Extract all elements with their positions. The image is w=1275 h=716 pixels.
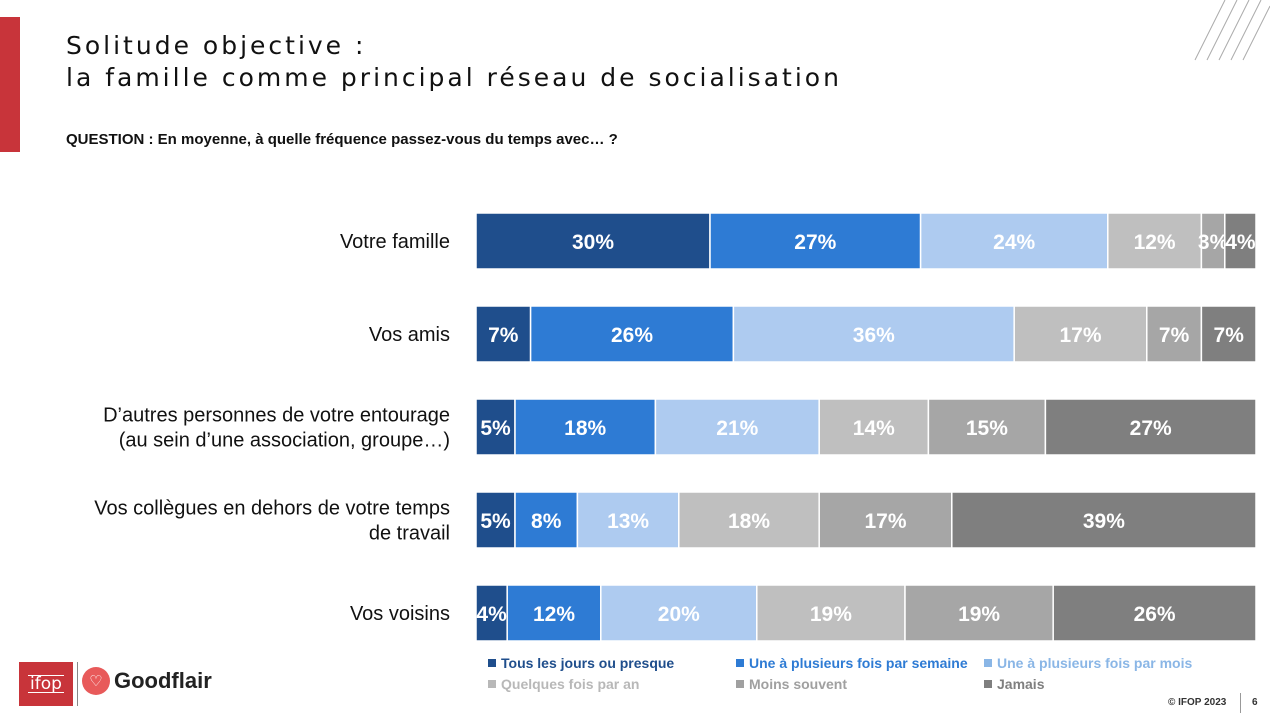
category-label: Vos amis — [369, 324, 450, 346]
data-label: 15% — [966, 417, 1008, 440]
data-label: 7% — [1159, 324, 1190, 347]
data-label: 26% — [1134, 603, 1176, 626]
data-label: 13% — [607, 510, 649, 533]
category-label: de travail — [369, 523, 450, 545]
data-label: 5% — [480, 417, 511, 440]
title-line-1: Solitude objective : — [66, 31, 367, 60]
data-label: 19% — [958, 603, 1000, 626]
logo-divider — [77, 662, 78, 706]
bar-segment — [1146, 305, 1203, 363]
data-label: 30% — [572, 231, 614, 254]
bar-segment — [514, 491, 579, 549]
data-label: 21% — [716, 417, 758, 440]
category-label: Vos collègues en dehors de votre temps — [94, 498, 450, 520]
bar-segment — [475, 398, 516, 456]
legend-item: Quelques fois par an — [488, 676, 639, 692]
copyright: © IFOP 2023 — [1168, 697, 1227, 708]
legend-label: Moins souvent — [749, 676, 848, 692]
data-label: 8% — [531, 510, 562, 533]
bar-segment — [951, 491, 1257, 549]
bar-segment — [1200, 305, 1257, 363]
data-label: 12% — [533, 603, 575, 626]
bar-segment — [475, 305, 532, 363]
category-label: D’autres personnes de votre entourage — [103, 405, 450, 427]
legend-swatch — [488, 659, 496, 667]
bar-segment — [1013, 305, 1148, 363]
data-label: 3% — [1198, 231, 1229, 254]
legend-label: Quelques fois par an — [501, 676, 640, 692]
bar-segment — [506, 584, 602, 642]
data-label: 20% — [658, 603, 700, 626]
legend-item: Jamais — [984, 676, 1044, 692]
bar-segment — [927, 398, 1047, 456]
data-label: 26% — [611, 324, 653, 347]
data-label: 14% — [853, 417, 895, 440]
page-number: 6 — [1252, 697, 1258, 708]
legend-swatch — [736, 659, 744, 667]
data-label: 4% — [1225, 231, 1256, 254]
bar-segment — [756, 584, 906, 642]
data-label: 7% — [1214, 324, 1245, 347]
bar-segment — [1107, 212, 1203, 270]
data-label: 18% — [728, 510, 770, 533]
legend-item: Moins souvent — [736, 676, 847, 692]
bar-segment — [678, 491, 820, 549]
legend-swatch — [488, 680, 496, 688]
category-label: (au sein d’une association, groupe…) — [119, 430, 450, 452]
bar-segment — [654, 398, 820, 456]
legend-label: Une à plusieurs fois par mois — [997, 655, 1193, 671]
ifop-logo: ifop — [19, 662, 73, 706]
legend-label: Jamais — [997, 676, 1045, 692]
bar-segment — [514, 398, 657, 456]
category-label: Vos voisins — [350, 603, 450, 625]
legend-item: Tous les jours ou presque — [488, 655, 674, 671]
ifop-logo-text: ifop — [28, 674, 64, 694]
data-label: 36% — [853, 324, 895, 347]
goodflair-logo-text: Goodflair — [114, 668, 212, 693]
bar-segment — [475, 491, 516, 549]
legend-swatch — [984, 680, 992, 688]
legend-label: Une à plusieurs fois par semaine — [749, 655, 968, 671]
category-label: Votre famille — [340, 231, 450, 253]
data-label: 17% — [864, 510, 906, 533]
title-line-2: la famille comme principal réseau de soc… — [66, 63, 842, 92]
bar-segment — [919, 212, 1109, 270]
decorative-hatch — [1194, 0, 1270, 61]
data-label: 12% — [1134, 231, 1176, 254]
data-label: 19% — [810, 603, 852, 626]
question-text: QUESTION : En moyenne, à quelle fréquenc… — [66, 131, 618, 148]
legend-item: Une à plusieurs fois par mois — [984, 655, 1192, 671]
legend-swatch — [736, 680, 744, 688]
data-label: 27% — [794, 231, 836, 254]
data-label: 4% — [476, 603, 507, 626]
data-label: 39% — [1083, 510, 1125, 533]
legend-swatch — [984, 659, 992, 667]
data-label: 18% — [564, 417, 606, 440]
page-title: Solitude objective : la famille comme pr… — [66, 30, 842, 94]
bar-segment — [709, 212, 922, 270]
data-label: 27% — [1130, 417, 1172, 440]
bar-segment — [1224, 212, 1257, 270]
bar-segment — [1044, 398, 1257, 456]
goodflair-heart-icon: ♡ — [82, 667, 110, 695]
accent-bar — [0, 17, 20, 152]
bar-segment — [1052, 584, 1257, 642]
bar-segment — [475, 584, 508, 642]
footer-divider — [1240, 693, 1241, 713]
goodflair-logo: ♡ Goodflair — [82, 667, 212, 695]
data-label: 17% — [1059, 324, 1101, 347]
bar-segment — [475, 212, 711, 270]
legend-item: Une à plusieurs fois par semaine — [736, 655, 968, 671]
data-label: 7% — [488, 324, 519, 347]
data-label: 5% — [480, 510, 511, 533]
bar-segment — [732, 305, 1015, 363]
data-label: 24% — [993, 231, 1035, 254]
bar-segment — [818, 398, 930, 456]
legend-label: Tous les jours ou presque — [501, 655, 675, 671]
